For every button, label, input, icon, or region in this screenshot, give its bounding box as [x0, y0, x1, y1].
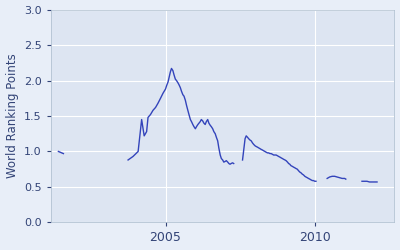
Y-axis label: World Ranking Points: World Ranking Points	[6, 54, 18, 178]
